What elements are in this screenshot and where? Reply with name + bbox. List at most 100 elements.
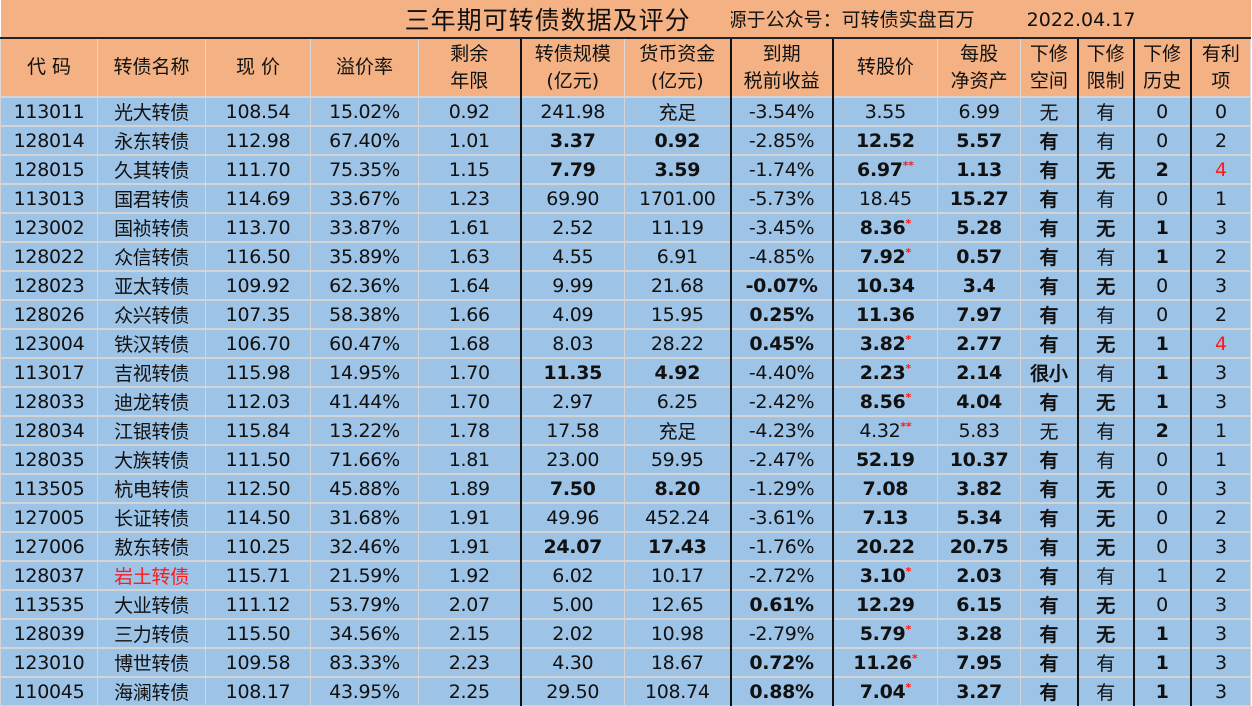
cell-years[interactable]: 1.01 [418,125,521,156]
cell-years[interactable]: 1.70 [418,386,521,417]
cell-conv[interactable]: 12.52 [831,125,939,156]
cell-years[interactable]: 2.23 [418,647,521,678]
cell-scale[interactable]: 69.90 [519,183,625,214]
cell-cash[interactable]: 17.43 [623,531,732,562]
cell-nav[interactable]: 2.14 [937,357,1022,388]
cell-space[interactable]: 有 [1020,589,1079,620]
cell-name[interactable]: 敖东转债 [97,531,206,562]
cell-limit[interactable]: 无 [1076,502,1135,533]
cell-benefit[interactable]: 2 [1189,560,1252,591]
cell-benefit[interactable]: 3 [1189,270,1252,301]
cell-cash[interactable]: 21.68 [623,270,732,301]
cell-cash[interactable]: 充足 [623,96,732,127]
cell-ytm[interactable]: -4.85% [729,241,834,272]
cell-nav[interactable]: 20.75 [937,531,1022,562]
cell-space[interactable]: 有 [1020,473,1079,504]
cell-code[interactable]: 113017 [0,357,98,388]
cell-hist[interactable]: 1 [1132,357,1192,388]
cell-premium[interactable]: 53.79% [310,589,419,620]
cell-scale[interactable]: 5.00 [519,589,625,620]
cell-space[interactable]: 无 [1020,415,1079,446]
cell-scale[interactable]: 3.37 [519,125,625,156]
cell-name[interactable]: 大业转债 [97,589,206,620]
cell-name[interactable]: 海澜转债 [97,676,206,706]
cell-conv[interactable]: 7.08 [831,473,939,504]
cell-benefit[interactable]: 2 [1189,502,1252,533]
cell-nav[interactable]: 0.57 [937,241,1022,272]
cell-limit[interactable]: 无 [1076,589,1135,620]
cell-years[interactable]: 1.92 [418,560,521,591]
cell-nav[interactable]: 3.27 [937,676,1022,706]
cell-space[interactable]: 有 [1020,502,1079,533]
cell-space[interactable]: 有 [1020,183,1079,214]
cell-name[interactable]: 三力转债 [97,618,206,649]
cell-scale[interactable]: 2.97 [519,386,625,417]
cell-benefit[interactable]: 3 [1189,676,1252,706]
cell-years[interactable]: 0.92 [418,96,521,127]
cell-cash[interactable]: 充足 [623,415,732,446]
cell-price[interactable]: 114.50 [205,502,311,533]
cell-cash[interactable]: 10.98 [623,618,732,649]
cell-price[interactable]: 115.98 [205,357,311,388]
cell-cash[interactable]: 452.24 [623,502,732,533]
cell-code[interactable]: 123004 [0,328,98,359]
cell-ytm[interactable]: -4.40% [729,357,834,388]
cell-nav[interactable]: 6.99 [937,96,1022,127]
cell-limit[interactable]: 有 [1076,183,1135,214]
cell-ytm[interactable]: -2.79% [729,618,834,649]
cell-premium[interactable]: 14.95% [310,357,419,388]
cell-cash[interactable]: 0.92 [623,125,732,156]
cell-premium[interactable]: 13.22% [310,415,419,446]
cell-limit[interactable]: 无 [1076,618,1135,649]
cell-premium[interactable]: 67.40% [310,125,419,156]
cell-years[interactable]: 1.70 [418,357,521,388]
cell-cash[interactable]: 15.95 [623,299,732,330]
cell-benefit[interactable]: 4 [1189,328,1252,359]
cell-premium[interactable]: 32.46% [310,531,419,562]
cell-premium[interactable]: 35.89% [310,241,419,272]
cell-nav[interactable]: 5.28 [937,212,1022,243]
cell-benefit[interactable]: 1 [1189,415,1252,446]
cell-premium[interactable]: 83.33% [310,647,419,678]
cell-price[interactable]: 109.92 [205,270,311,301]
cell-years[interactable]: 1.66 [418,299,521,330]
cell-premium[interactable]: 15.02% [310,96,419,127]
cell-years[interactable]: 1.64 [418,270,521,301]
cell-ytm[interactable]: 0.25% [729,299,834,330]
cell-nav[interactable]: 2.03 [937,560,1022,591]
cell-code[interactable]: 128033 [0,386,98,417]
cell-limit[interactable]: 有 [1076,299,1135,330]
cell-nav[interactable]: 5.34 [937,502,1022,533]
cell-conv[interactable]: 7.92* [831,241,939,272]
cell-years[interactable]: 1.61 [418,212,521,243]
cell-code[interactable]: 127006 [0,531,98,562]
cell-conv[interactable]: 11.26* [831,647,939,678]
cell-benefit[interactable]: 2 [1189,299,1252,330]
cell-years[interactable]: 1.91 [418,531,521,562]
cell-price[interactable]: 112.50 [205,473,311,504]
cell-nav[interactable]: 5.57 [937,125,1022,156]
cell-limit[interactable]: 无 [1076,473,1135,504]
cell-hist[interactable]: 1 [1132,676,1192,706]
cell-hist[interactable]: 2 [1132,415,1192,446]
cell-benefit[interactable]: 3 [1189,647,1252,678]
cell-code[interactable]: 128039 [0,618,98,649]
cell-ytm[interactable]: -4.23% [729,415,834,446]
cell-hist[interactable]: 1 [1132,647,1192,678]
cell-cash[interactable]: 4.92 [623,357,732,388]
cell-limit[interactable]: 无 [1076,531,1135,562]
cell-conv[interactable]: 2.23* [831,357,939,388]
cell-code[interactable]: 128022 [0,241,98,272]
cell-scale[interactable]: 49.96 [519,502,625,533]
cell-cash[interactable]: 8.20 [623,473,732,504]
cell-price[interactable]: 112.98 [205,125,311,156]
cell-hist[interactable]: 0 [1132,589,1192,620]
cell-limit[interactable]: 有 [1076,415,1135,446]
cell-nav[interactable]: 4.04 [937,386,1022,417]
cell-scale[interactable]: 23.00 [519,444,625,475]
cell-name[interactable]: 迪龙转债 [97,386,206,417]
cell-cash[interactable]: 3.59 [623,154,732,185]
cell-years[interactable]: 1.23 [418,183,521,214]
cell-space[interactable]: 有 [1020,531,1079,562]
cell-space[interactable]: 有 [1020,618,1079,649]
